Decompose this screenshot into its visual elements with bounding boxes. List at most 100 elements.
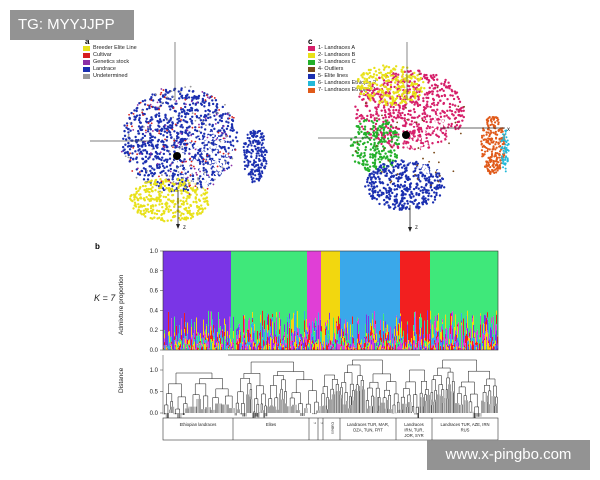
admixture-bar [204, 331, 206, 337]
admixture-bar [301, 341, 303, 344]
admixture-bar [224, 335, 226, 350]
admixture-bar [346, 340, 348, 344]
admixture-bar [214, 337, 216, 340]
admixture-bar [215, 347, 217, 348]
admixture-bar [207, 338, 209, 341]
admixture-bar [184, 343, 186, 350]
admixture-bar [193, 333, 195, 340]
admixture-bar [221, 251, 223, 333]
admixture-bar [286, 343, 288, 345]
admixture-bar [332, 345, 334, 348]
admixture-bar [333, 317, 335, 337]
admixture-bar [335, 346, 337, 348]
admixture-bar [302, 344, 304, 350]
admixture-bar [342, 344, 344, 350]
admixture-bar [189, 343, 191, 345]
admixture-bar [174, 336, 176, 341]
admixture-bar [278, 346, 280, 349]
admixture-bar [206, 347, 208, 350]
admixture-bar [179, 251, 181, 326]
admixture-bar [260, 331, 262, 350]
admixture-bar [316, 329, 318, 342]
admixture-bar [323, 342, 325, 344]
admixture-bar [290, 344, 292, 347]
admixture-bar [217, 346, 219, 349]
admixture-bar [266, 340, 268, 345]
admixture-bar [349, 343, 351, 347]
admixture-bar [279, 316, 281, 318]
admixture-bar [187, 344, 189, 350]
admixture-bar [331, 348, 333, 350]
admixture-bar [326, 342, 328, 345]
admixture-bar [279, 317, 281, 330]
admixture-bar [204, 336, 206, 340]
admixture-bar [179, 345, 181, 350]
admixture-bar [312, 340, 314, 344]
admixture-bar [248, 341, 250, 343]
admixture-bar [164, 333, 166, 339]
admixture-bar [193, 346, 195, 347]
admixture-bar [273, 347, 275, 349]
admixture-bar [266, 344, 268, 346]
admixture-bar [321, 342, 323, 345]
admixture-bar [316, 251, 318, 321]
admixture-bar [318, 339, 320, 350]
admixture-bar [306, 344, 308, 350]
k-label: K = 7 [94, 293, 116, 303]
admixture-bar [264, 345, 266, 350]
admixture-bar [219, 328, 221, 335]
admixture-bar [242, 336, 244, 343]
admixture-bar [327, 320, 329, 321]
admixture-bar [252, 312, 254, 318]
admixture-bar [342, 251, 344, 329]
admixture-bar [290, 340, 292, 345]
admixture-bar [287, 251, 289, 317]
admixture-bar [197, 344, 199, 348]
admixture-bar [199, 335, 201, 342]
admixture-bar [255, 251, 257, 341]
admixture-bar [278, 348, 280, 349]
admixture-bar [306, 329, 308, 337]
admixture-bar [282, 344, 284, 346]
admixture-bar [225, 343, 227, 350]
admixture-bar [188, 251, 190, 341]
admixture-bar [282, 338, 284, 341]
admixture-bar [333, 336, 335, 344]
admixture-bar [320, 251, 322, 320]
admixture-bar [240, 331, 242, 336]
admixture-bar [189, 251, 191, 340]
admixture-bar [279, 329, 281, 335]
admixture-bar [281, 341, 283, 344]
admixture-bar [251, 339, 253, 343]
admixture-bar [320, 336, 322, 343]
admixture-bar [248, 329, 250, 342]
admixture-bar [217, 331, 219, 337]
admixture-bar [247, 251, 249, 330]
admixture-bar [322, 345, 324, 348]
admixture-bar [179, 325, 181, 339]
admixture-bar [231, 348, 233, 350]
admixture-bar [346, 347, 348, 350]
admixture-bar [186, 251, 188, 337]
admixture-bar [280, 251, 282, 320]
admixture-bar [345, 333, 347, 336]
admixture-bar [185, 327, 187, 337]
admixture-bar [251, 327, 253, 340]
admixture-bar [237, 341, 239, 350]
admixture-bar [296, 326, 298, 341]
admixture-bar [342, 336, 344, 339]
admixture-bar [222, 330, 224, 338]
admixture-bar [300, 251, 302, 334]
admixture-bar [197, 347, 199, 350]
admixture-bar [307, 331, 309, 335]
admixture-bar [322, 343, 324, 346]
admixture-bar [266, 251, 268, 330]
admixture-bar [280, 339, 282, 343]
admixture-bar [191, 251, 193, 320]
admixture-bar [278, 343, 280, 347]
admixture-bar [340, 347, 342, 350]
admixture-bar [217, 341, 219, 347]
admixture-bar [299, 345, 301, 350]
admixture-bar [321, 331, 323, 343]
admixture-bar [253, 251, 255, 326]
